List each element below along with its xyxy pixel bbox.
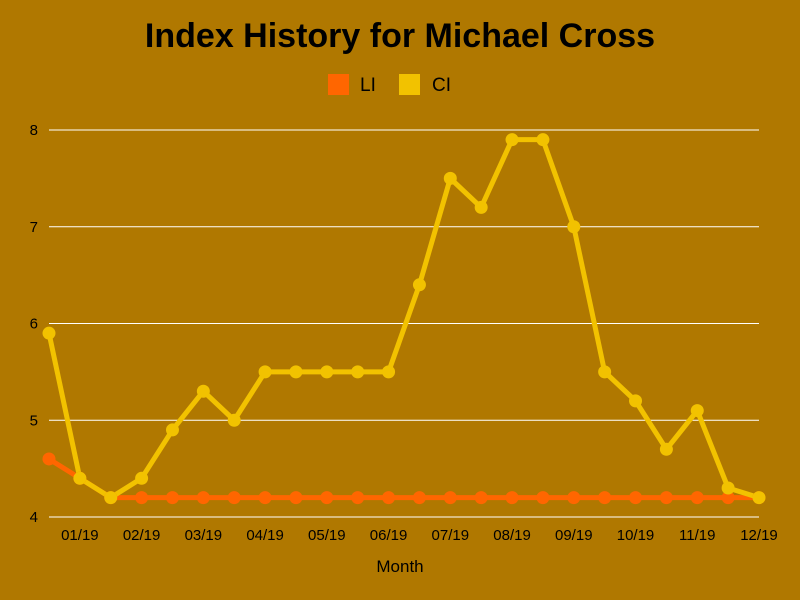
data-point-ci	[443, 171, 457, 185]
legend-label-li: LI	[360, 75, 376, 96]
data-point-li	[382, 491, 396, 505]
legend-swatch-li	[328, 74, 349, 95]
data-point-ci	[351, 365, 365, 379]
data-point-ci	[258, 365, 272, 379]
data-point-ci	[721, 481, 735, 495]
data-point-li	[165, 491, 179, 505]
x-axis-title: Month	[376, 557, 423, 576]
data-point-li	[227, 491, 241, 505]
data-point-li	[474, 491, 488, 505]
data-point-ci	[320, 365, 334, 379]
y-axis-ticks: 4 5 6 7 8	[30, 122, 38, 526]
data-point-ci	[135, 471, 149, 485]
data-point-li	[536, 491, 550, 505]
series-points	[42, 133, 766, 505]
data-point-ci	[659, 442, 673, 456]
x-tick-label: 09/19	[555, 527, 593, 544]
x-tick-label: 12/19	[740, 527, 778, 544]
legend-swatch-ci	[399, 74, 420, 95]
legend: LI CI	[328, 74, 451, 96]
data-point-li	[443, 491, 457, 505]
data-point-ci	[289, 365, 303, 379]
data-point-li	[690, 491, 704, 505]
x-axis-ticks: 01/19 02/19 03/19 04/19 05/19 06/19 07/19 08/19…	[61, 527, 778, 544]
data-point-ci	[382, 365, 396, 379]
data-point-ci	[474, 200, 488, 214]
x-tick-label: 06/19	[370, 527, 408, 544]
series-line-ci	[46, 137, 762, 501]
data-point-li	[567, 491, 581, 505]
y-tick-label: 6	[30, 316, 38, 333]
data-point-ci	[73, 471, 87, 485]
data-point-li	[629, 491, 643, 505]
data-point-li	[659, 491, 673, 505]
data-point-ci	[629, 394, 643, 408]
data-point-ci	[505, 133, 519, 147]
x-tick-label: 03/19	[185, 527, 223, 544]
data-point-ci	[165, 423, 179, 437]
data-point-li	[289, 491, 303, 505]
series-line-li	[46, 456, 762, 501]
x-tick-label: 02/19	[123, 527, 161, 544]
data-point-ci	[412, 278, 426, 292]
x-tick-label: 10/19	[617, 527, 655, 544]
data-point-li	[42, 452, 56, 466]
series-lines	[46, 137, 762, 501]
data-point-li	[320, 491, 334, 505]
y-tick-label: 5	[30, 412, 38, 429]
x-tick-label: 01/19	[61, 527, 99, 544]
data-point-ci	[598, 365, 612, 379]
data-point-ci	[104, 491, 118, 505]
data-point-ci	[690, 404, 704, 418]
data-point-li	[258, 491, 272, 505]
legend-label-ci: CI	[432, 75, 451, 96]
data-point-ci	[752, 491, 766, 505]
data-point-li	[196, 491, 210, 505]
data-point-ci	[42, 326, 56, 340]
data-point-li	[598, 491, 612, 505]
data-point-li	[412, 491, 426, 505]
data-point-ci	[227, 413, 241, 427]
chart-title: Index History for Michael Cross	[145, 17, 655, 55]
data-point-li	[721, 491, 735, 505]
x-tick-label: 04/19	[246, 527, 284, 544]
x-tick-label: 08/19	[493, 527, 531, 544]
y-tick-label: 8	[30, 122, 38, 139]
data-point-li	[135, 491, 149, 505]
x-tick-label: 07/19	[432, 527, 470, 544]
y-tick-label: 4	[30, 509, 38, 526]
data-point-ci	[567, 220, 581, 234]
data-point-li	[505, 491, 519, 505]
x-tick-label: 05/19	[308, 527, 346, 544]
data-point-ci	[196, 384, 210, 398]
x-tick-label: 11/19	[679, 527, 715, 544]
data-point-li	[351, 491, 365, 505]
data-point-ci	[536, 133, 550, 147]
y-tick-label: 7	[30, 219, 38, 236]
